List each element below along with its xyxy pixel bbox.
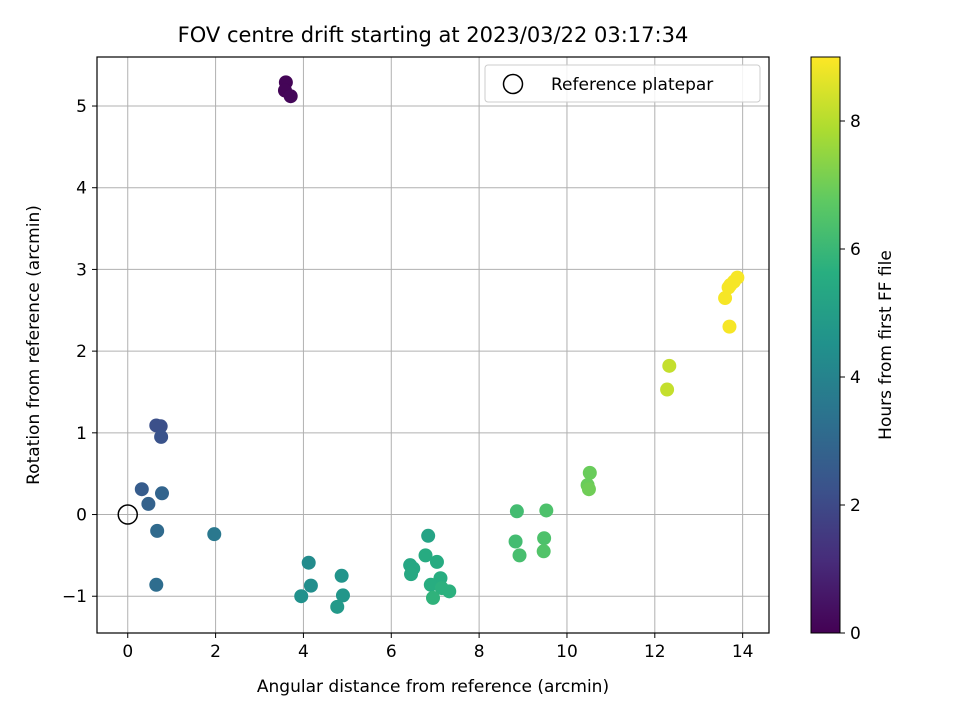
- data-point: [404, 567, 419, 582]
- y-tick-label: 1: [76, 424, 87, 444]
- legend: Reference platepar: [484, 64, 761, 103]
- data-point: [155, 486, 170, 501]
- x-axis-label: Angular distance from reference (arcmin): [257, 677, 609, 697]
- data-point: [662, 358, 677, 373]
- x-tick-label: 4: [298, 642, 309, 662]
- data-point: [581, 482, 596, 497]
- x-tick-label: 12: [644, 642, 666, 662]
- x-tick-label: 2: [210, 642, 221, 662]
- data-point: [303, 578, 318, 593]
- x-tick-label: 8: [474, 642, 485, 662]
- reference-point: [117, 504, 138, 525]
- y-tick-label: −1: [62, 587, 87, 607]
- data-point: [418, 548, 433, 563]
- y-axis-label: Rotation from reference (arcmin): [24, 205, 44, 485]
- chart-title: FOV centre drift starting at 2023/03/22 …: [178, 23, 689, 47]
- grid-lines: [97, 57, 769, 633]
- data-point: [429, 554, 444, 569]
- colorbar-ticks: 0 2 4 6 8: [840, 112, 861, 644]
- y-tick-label: 0: [76, 506, 87, 526]
- colorbar-tick-label: 0: [850, 624, 861, 644]
- data-point: [442, 584, 457, 599]
- y-tick-label: 3: [76, 260, 87, 280]
- y-tick-label: 4: [76, 179, 87, 199]
- colorbar: 0 2 4 6 8 Hours from first FF file: [810, 56, 896, 644]
- x-tick-label: 10: [556, 642, 578, 662]
- data-point: [141, 496, 156, 511]
- data-point: [330, 599, 345, 614]
- data-point: [537, 531, 552, 546]
- data-points: [134, 75, 745, 614]
- legend-label: Reference platepar: [551, 75, 713, 95]
- legend-marker: [502, 73, 524, 95]
- x-tick-label: 14: [732, 642, 754, 662]
- colorbar-tick-label: 2: [850, 496, 861, 516]
- data-point: [509, 504, 524, 519]
- data-point: [301, 555, 316, 570]
- data-point: [149, 577, 164, 592]
- data-point: [421, 528, 436, 543]
- y-tick-label: 5: [76, 97, 87, 117]
- data-point: [539, 503, 554, 518]
- x-tick-label: 6: [386, 642, 397, 662]
- data-point: [294, 589, 309, 604]
- data-point: [423, 577, 438, 592]
- legend-box: [484, 64, 761, 103]
- data-point: [508, 534, 523, 549]
- data-point: [718, 291, 733, 306]
- colorbar-tick-label: 6: [850, 240, 861, 260]
- reference-marker: [117, 504, 138, 525]
- data-point: [730, 270, 745, 285]
- data-point: [150, 523, 165, 538]
- colorbar-tick-label: 4: [850, 368, 861, 388]
- data-point: [334, 568, 349, 583]
- plot-frame: [96, 56, 770, 634]
- data-point: [582, 465, 597, 480]
- data-point: [335, 588, 350, 603]
- data-point: [153, 419, 168, 434]
- data-point: [154, 429, 169, 444]
- colorbar-label: Hours from first FF file: [876, 250, 896, 440]
- x-tick-label: 0: [122, 642, 133, 662]
- data-point: [283, 89, 298, 104]
- data-point: [134, 482, 149, 497]
- y-tick-label: 2: [76, 342, 87, 362]
- data-point: [512, 548, 527, 563]
- colorbar-tick-label: 8: [850, 112, 861, 132]
- data-point: [660, 382, 675, 397]
- data-point: [207, 527, 222, 542]
- data-point: [722, 319, 737, 334]
- colorbar-gradient: [810, 56, 841, 634]
- data-point: [536, 544, 551, 559]
- data-point: [426, 590, 440, 605]
